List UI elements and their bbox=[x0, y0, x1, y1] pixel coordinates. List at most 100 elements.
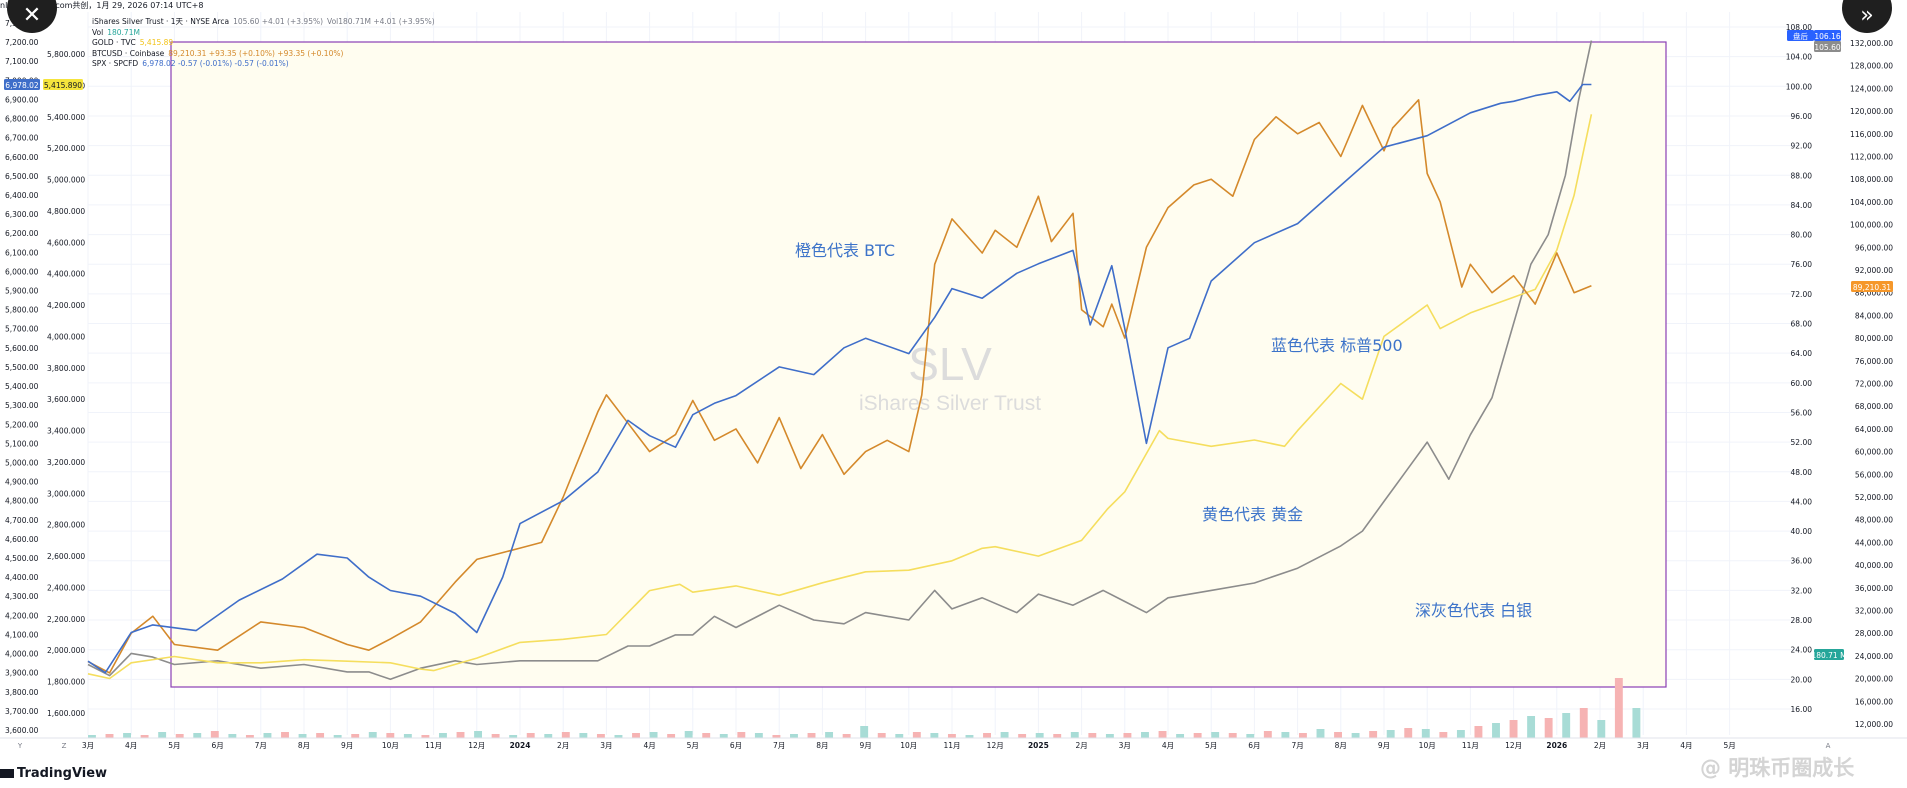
tradingview-logo[interactable]: TradingView bbox=[0, 766, 107, 781]
volume-bar bbox=[245, 735, 254, 738]
highlight-box bbox=[170, 41, 1667, 688]
legend-row-spx[interactable]: SPX · SPCFD 6,978.02 -0.57 (-0.01%) -0.57… bbox=[92, 59, 439, 70]
x-tick-label: 5月 bbox=[687, 741, 699, 750]
gold-tick-label: 5,400.000 bbox=[47, 113, 85, 122]
volume-bar bbox=[614, 735, 623, 738]
volume-bar bbox=[403, 734, 412, 738]
gold-tick-label: 3,600.000 bbox=[47, 395, 85, 404]
btc-tick-label: 120,000.00 bbox=[1850, 107, 1893, 116]
btc-tick-label: 40,000.00 bbox=[1855, 561, 1893, 570]
legend-row-vol[interactable]: Vol 180.71M bbox=[92, 28, 439, 39]
spx-tick-label: 4,800.00 bbox=[5, 497, 39, 506]
x-tick-label: 2月 bbox=[557, 741, 569, 750]
volume-bar bbox=[1597, 720, 1606, 738]
slv-tick-label: 96.00 bbox=[1791, 112, 1813, 121]
volume-bar bbox=[790, 734, 798, 738]
next-button[interactable]: » bbox=[1842, 0, 1892, 33]
x-tick-label: 3月 bbox=[82, 741, 94, 750]
gold-tick-label: 5,000.000 bbox=[47, 176, 85, 185]
spx-tick-label: 3,800.00 bbox=[5, 688, 39, 697]
axes: 3月 4月 5月 6月 7月 8月 9月 10月 11月 12月 2024 2月 3月 4月 5月 6月 7月 8… bbox=[0, 19, 1907, 750]
slv-last-label-bg bbox=[1814, 30, 1841, 41]
btc-tick-label: 88,000.00 bbox=[1855, 289, 1893, 298]
volume-bar bbox=[1369, 731, 1378, 738]
volume-bar bbox=[123, 733, 131, 738]
close-icon: ✕ bbox=[22, 3, 42, 28]
volume-bar bbox=[333, 735, 342, 738]
spx-tick-label: 5,500.00 bbox=[5, 363, 39, 372]
slv-tick-label: 56.00 bbox=[1791, 408, 1813, 417]
volume-bar bbox=[316, 733, 325, 738]
btc-tick-label: 60,000.00 bbox=[1855, 448, 1893, 457]
spx-tick-label: 5,900.00 bbox=[5, 287, 39, 296]
legend-values: 105.60 +4.01 (+3.95%) bbox=[233, 17, 324, 26]
gold-last-label-bg bbox=[43, 79, 83, 90]
volume-bar bbox=[263, 733, 272, 738]
volume-bar bbox=[1527, 716, 1536, 738]
watermark-name: iShares Silver Trust bbox=[859, 392, 1041, 415]
x-tick-label: 2026 bbox=[1546, 741, 1567, 750]
gold-tick-label: 2,000.000 bbox=[47, 646, 85, 655]
volume-bar bbox=[737, 732, 746, 738]
x-tick-label: 11月 bbox=[943, 741, 960, 750]
btc-tick-label: 80,000.00 bbox=[1855, 334, 1893, 343]
volume-bar bbox=[456, 732, 465, 738]
x-tick-label: 4月 bbox=[643, 741, 655, 750]
volume-bar bbox=[298, 734, 307, 738]
x-tick-label: 2月 bbox=[1594, 741, 1606, 750]
spx-tick-label: 5,100.00 bbox=[5, 439, 39, 448]
btc-tick-label: 56,000.00 bbox=[1855, 470, 1893, 479]
volume-bar bbox=[1456, 730, 1465, 738]
volume-bar bbox=[228, 734, 237, 738]
volume-bar bbox=[140, 735, 149, 738]
spx-tick-label: 4,400.00 bbox=[5, 573, 39, 582]
x-axis-mark: A bbox=[1826, 742, 1831, 750]
btc-tick-label: 24,000.00 bbox=[1855, 652, 1893, 661]
volume-bar bbox=[1246, 734, 1255, 738]
series-line-btc bbox=[87, 99, 1592, 674]
close-button[interactable]: ✕ bbox=[7, 0, 57, 33]
btc-tick-label: 72,000.00 bbox=[1855, 380, 1893, 389]
volume-bar bbox=[596, 734, 605, 738]
spx-tick-label: 3,600.00 bbox=[5, 726, 39, 735]
gold-tick-label: 4,400.000 bbox=[47, 270, 85, 279]
volume-bar bbox=[825, 732, 834, 738]
tradingview-mark-icon bbox=[0, 769, 14, 778]
volume-bar bbox=[1562, 713, 1571, 738]
watermark-symbol: SLV bbox=[908, 338, 992, 390]
double-chevron-icon: » bbox=[1860, 3, 1874, 28]
legend-row-btc[interactable]: BTCUSD · Coinbase 89,210.31 +93.35 (+0.10… bbox=[92, 49, 439, 60]
btc-tick-label: 112,000.00 bbox=[1850, 153, 1893, 162]
volume-bar bbox=[860, 726, 869, 738]
slv-tick-label: 36.00 bbox=[1791, 557, 1813, 566]
legend-row-gold[interactable]: GOLD · TVC 5,415.89 bbox=[92, 38, 439, 49]
btc-tick-label: 96,000.00 bbox=[1855, 243, 1893, 252]
legend-row-slv[interactable]: iShares Silver Trust · 1天 · NYSE Arca 105… bbox=[92, 17, 439, 28]
x-tick-label: 8月 bbox=[298, 741, 310, 750]
x-tick-label: 9月 bbox=[1378, 741, 1390, 750]
slv-tick-label: 88.00 bbox=[1791, 171, 1813, 180]
volume-bar bbox=[1298, 733, 1307, 738]
volume-bar bbox=[947, 734, 956, 738]
legend-extra: Vol180.71M +4.01 (+3.95%) bbox=[327, 17, 435, 26]
volume-bar bbox=[1334, 732, 1342, 738]
volume-bar bbox=[1492, 723, 1500, 738]
legend-values: 89,210.31 +93.35 (+0.10%) +93.35 (+0.10%… bbox=[168, 48, 344, 58]
x-tick-label: 11月 bbox=[425, 741, 442, 750]
btc-last-label: 89,210.31 bbox=[1853, 283, 1891, 292]
legend-name: Vol bbox=[92, 27, 104, 37]
volume-bar bbox=[1193, 733, 1202, 738]
spx-tick-label: 7,100.00 bbox=[5, 57, 39, 66]
volume-bar bbox=[579, 733, 588, 738]
gold-tick-label: 4,800.000 bbox=[47, 207, 85, 216]
legend: iShares Silver Trust · 1天 · NYSE Arca 105… bbox=[92, 17, 439, 70]
slv-tick-label: 84.00 bbox=[1791, 201, 1813, 210]
volume-bar bbox=[1176, 734, 1185, 738]
gold-tick-label: 2,600.000 bbox=[47, 552, 85, 561]
volume-bar bbox=[1018, 734, 1027, 738]
volume-bar bbox=[667, 734, 676, 738]
x-tick-label: 4月 bbox=[1680, 741, 1692, 750]
spx-tick-label: 6,500.00 bbox=[5, 172, 39, 181]
slv-tick-label: 72.00 bbox=[1791, 290, 1813, 299]
